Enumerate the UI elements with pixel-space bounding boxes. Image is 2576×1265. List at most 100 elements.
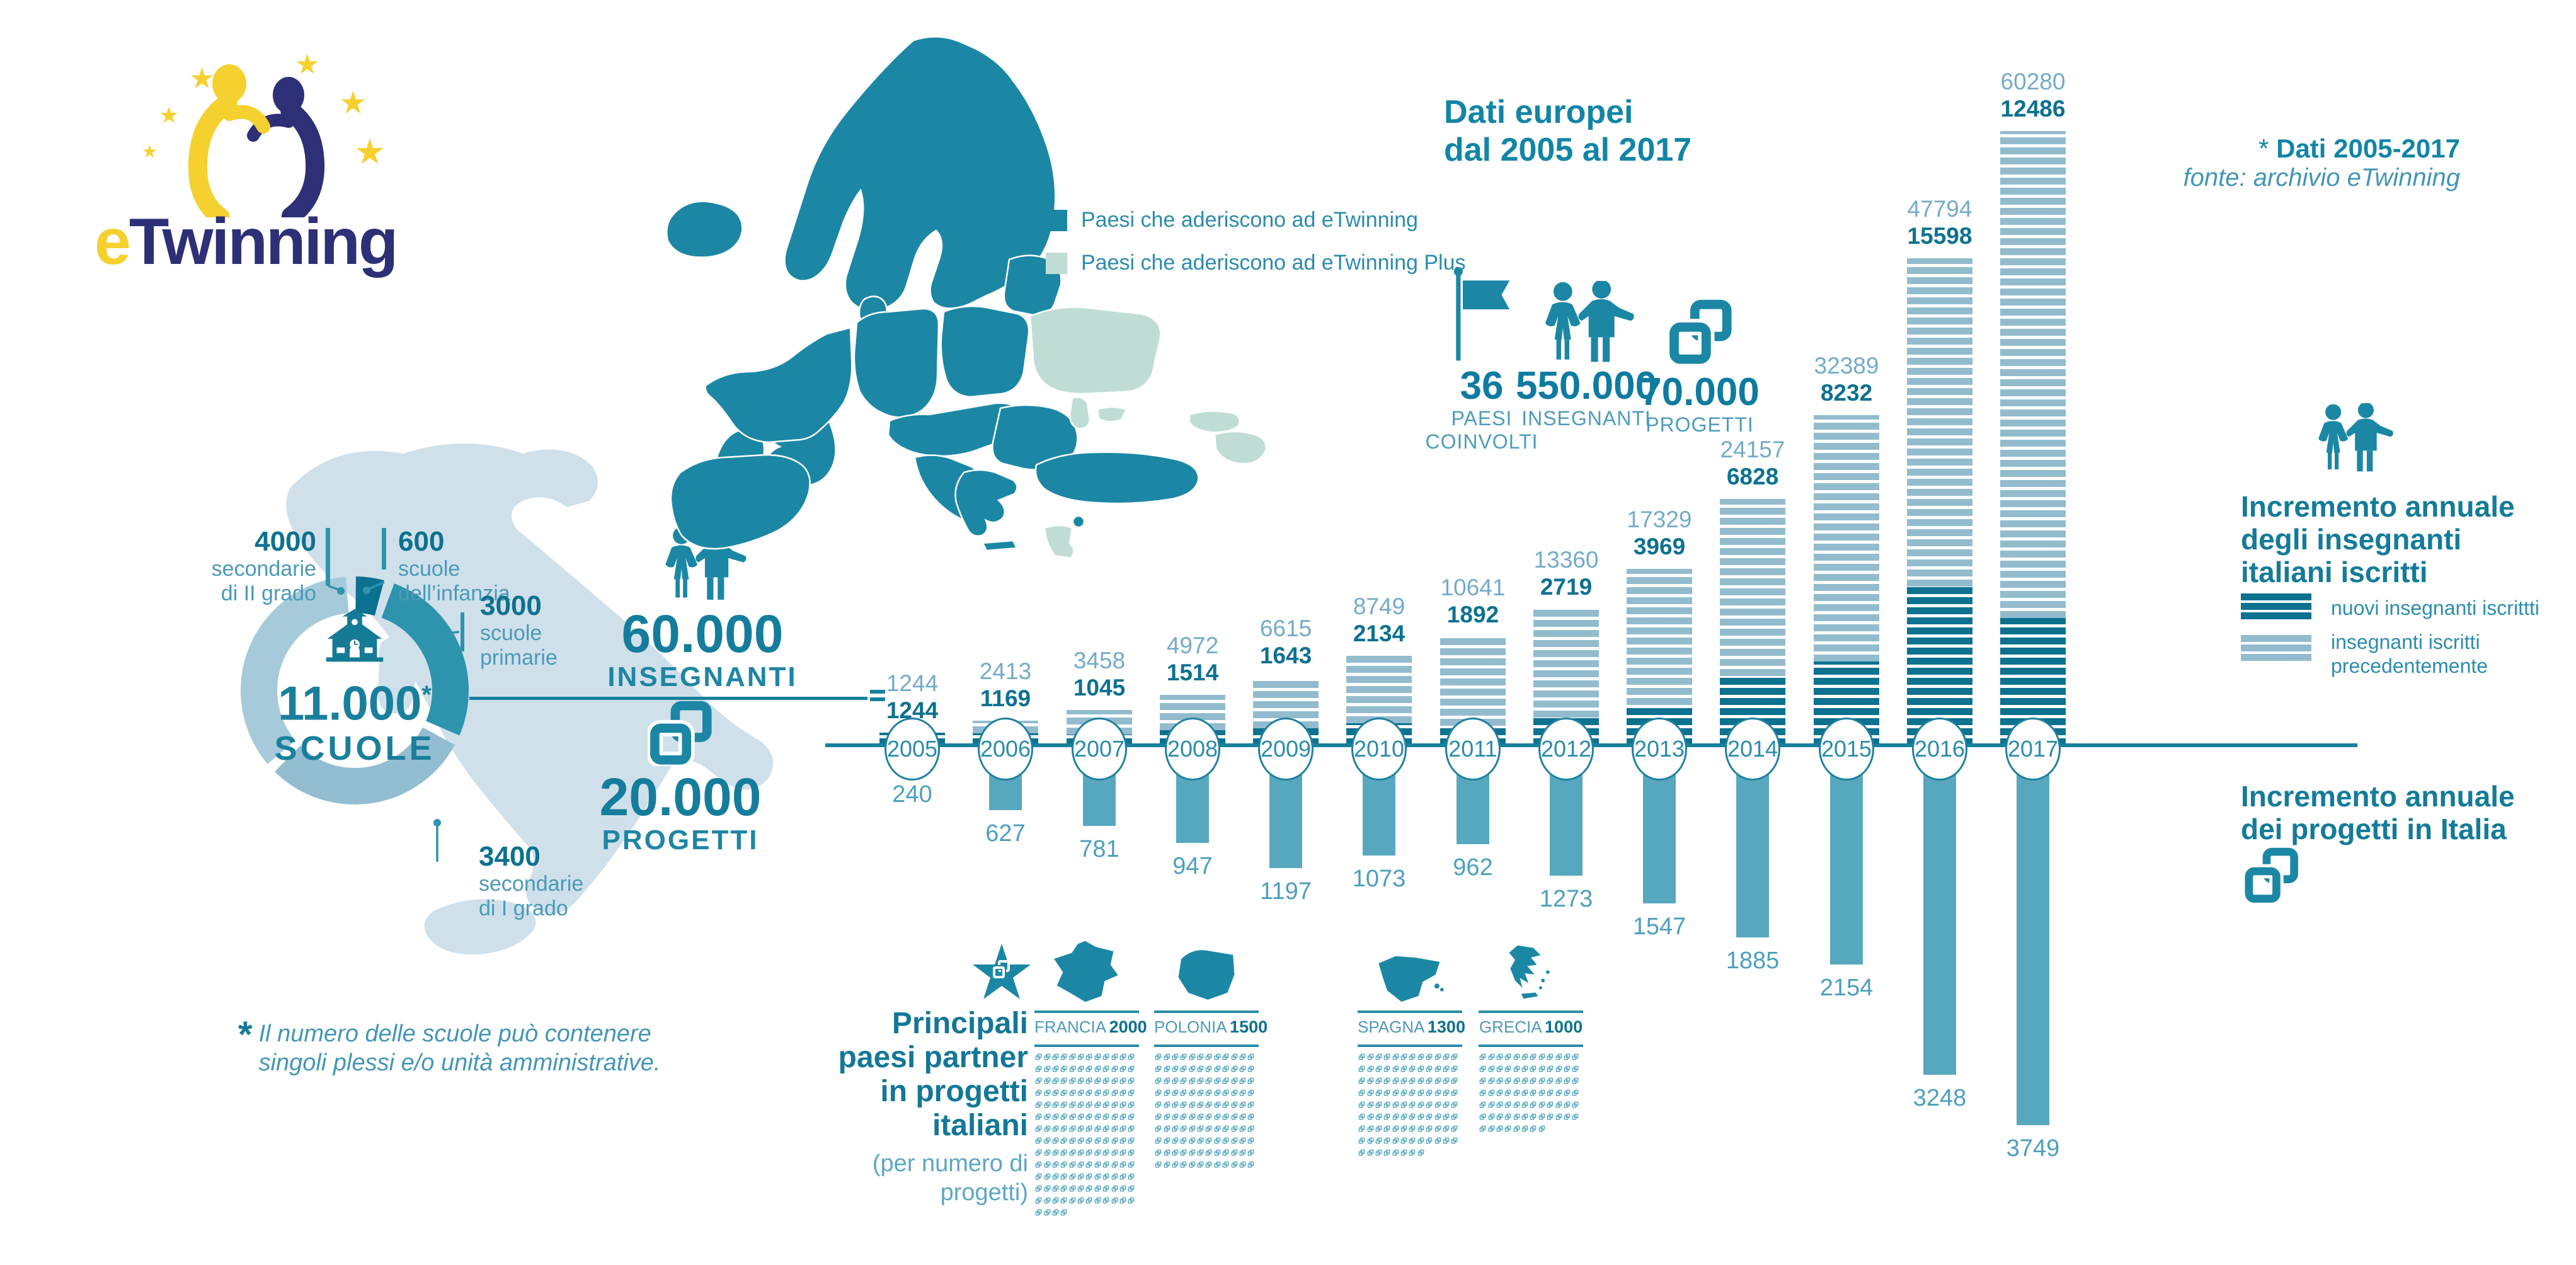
project-link-icon (1239, 1053, 1246, 1060)
segment-value: 4000 (255, 526, 316, 557)
previous-teachers-line1: insegnanti iscritti (2331, 631, 2480, 653)
project-link-icon (1426, 1137, 1433, 1144)
projects-value-2013: 1547 (1632, 913, 1686, 940)
projects-legend-icon-wrap (2243, 847, 2299, 907)
project-link-icon (1069, 1197, 1075, 1204)
project-link-icon (1417, 1125, 1424, 1132)
project-link-icon (1119, 1053, 1126, 1060)
divider (1034, 1010, 1139, 1013)
divider (1358, 1045, 1462, 1047)
project-link-icon (1111, 1077, 1118, 1084)
project-link-icon (1505, 1113, 1511, 1120)
project-link-icon (1164, 1113, 1170, 1120)
project-link-icon (1572, 1053, 1579, 1060)
project-link-icon (1443, 1101, 1450, 1108)
project-link-icon (1128, 1101, 1135, 1108)
project-link-icon (1128, 1161, 1135, 1168)
project-link-icon (1358, 1101, 1365, 1108)
teachers-bar-labels-2015: 32389 8232 (1774, 352, 1919, 406)
project-link-icon (1128, 1185, 1135, 1192)
partners-title: Principali paesi partner in progetti ita… (813, 1007, 1028, 1207)
year-bubble-2011: 2011 (1445, 718, 1501, 781)
eu-title-line2: dal 2005 al 2017 (1444, 132, 1692, 168)
project-link-icon (1248, 1053, 1254, 1060)
teachers-bar-labels-2013: 17329 3969 (1587, 506, 1732, 560)
project-link-icon (1513, 1125, 1520, 1132)
project-link-icon (1222, 1161, 1229, 1168)
project-link-icon (1222, 1125, 1229, 1132)
eu-countries-value: 36 (1460, 364, 1504, 408)
project-link-icon (1172, 1101, 1179, 1108)
project-link-icon (1231, 1113, 1237, 1120)
project-link-icon (1426, 1089, 1433, 1096)
project-link-icon (1505, 1101, 1511, 1108)
project-link-icon (1530, 1113, 1537, 1120)
project-link-icon (1409, 1149, 1416, 1156)
svg-text:★: ★ (189, 61, 215, 95)
project-link-icon (1035, 1149, 1042, 1156)
teachers-bar-labels-2011: 10641 1892 (1400, 574, 1545, 628)
project-link-icon (1564, 1053, 1571, 1060)
projects-bar-2015 (1830, 747, 1863, 964)
divider (1154, 1010, 1259, 1013)
segment-label: secondarie (479, 872, 584, 896)
project-link-icon (1214, 1113, 1221, 1120)
project-link-icon (1111, 1065, 1118, 1072)
project-link-icon (1086, 1149, 1092, 1156)
partner-name: FRANCIA (1034, 1017, 1107, 1036)
previous-teachers-line2: precedentemente (2331, 655, 2488, 677)
project-link-icon (1155, 1089, 1162, 1096)
project-link-icon (1189, 1065, 1195, 1072)
eu-projects-label: PROGETTI (1646, 413, 1754, 436)
project-link-icon (1564, 1077, 1571, 1084)
svg-text:★: ★ (159, 103, 179, 129)
project-link-icon (1044, 1185, 1050, 1192)
project-link-icon (1069, 1185, 1075, 1192)
project-link-icon (1035, 1137, 1042, 1144)
project-link-icon (1119, 1137, 1126, 1144)
italy-projects-value: 20.000 (599, 767, 762, 827)
project-link-icon (1451, 1077, 1458, 1084)
spain-map-icon (1378, 956, 1444, 1002)
project-link-icon (1052, 1077, 1059, 1084)
teachers-legend-line1: Incremento annuale (2241, 490, 2515, 523)
schools-donut-chart (241, 576, 469, 804)
project-link-icon (1488, 1089, 1494, 1096)
project-link-icon (1521, 1089, 1528, 1096)
project-link-icon (1172, 1113, 1179, 1120)
project-link-icon (1102, 1101, 1109, 1108)
teachers-total-value: 24157 (1720, 437, 1785, 462)
partner-value: 1300 (1427, 1017, 1465, 1036)
project-link-icon (1189, 1113, 1195, 1120)
teachers-legend-icon-wrap (2303, 403, 2403, 478)
partners-title-line4: italiani (932, 1109, 1028, 1142)
year-bubble-2016: 2016 (1912, 718, 1967, 781)
project-link-icon (1035, 1197, 1042, 1204)
project-link-icon (1035, 1125, 1042, 1132)
project-link-icon (1488, 1053, 1494, 1060)
project-link-icon (1375, 1101, 1382, 1108)
project-link-icon (1155, 1161, 1162, 1168)
project-link-icon (1052, 1173, 1059, 1180)
teachers-total-value: 6615 (1259, 615, 1312, 641)
project-link-icon (1172, 1089, 1179, 1096)
teachers-total-value: 32389 (1814, 353, 1879, 379)
project-link-icon (1052, 1197, 1059, 1204)
project-link-icon (1214, 1125, 1221, 1132)
project-link-icon (1222, 1113, 1229, 1120)
project-link-icon (1496, 1125, 1503, 1132)
project-link-icon (1077, 1137, 1084, 1144)
project-link-icon (1102, 1053, 1109, 1060)
projects-legend-line1: Incremento annuale (2241, 780, 2515, 813)
project-link-icon (1052, 1101, 1059, 1108)
project-link-icon (1417, 1065, 1424, 1072)
svg-text:★: ★ (142, 141, 157, 162)
project-link-icon (1197, 1137, 1204, 1144)
project-link-icon (1164, 1089, 1170, 1096)
project-link-icon (1094, 1149, 1101, 1156)
project-link-icon (1119, 1101, 1126, 1108)
project-link-icon (1530, 1101, 1537, 1108)
project-link-icon (1086, 1077, 1092, 1084)
project-link-icon (1521, 1077, 1528, 1084)
